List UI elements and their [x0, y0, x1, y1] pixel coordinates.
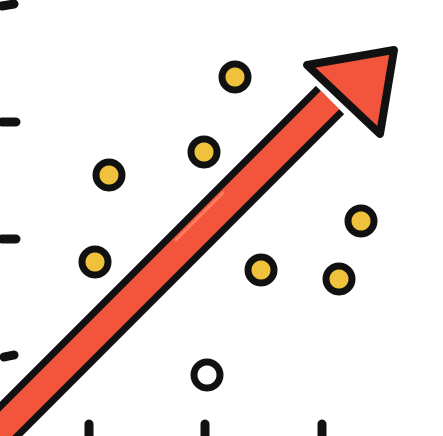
trend-arrow-icon — [0, 46, 398, 436]
scatter-dot-icon — [187, 135, 221, 169]
x-axis-ticks — [84, 419, 327, 436]
scatter-dot-icon — [190, 358, 224, 392]
scatter-dot-icon — [344, 204, 378, 238]
scatter-dot-icon — [218, 60, 252, 94]
scatter-dot-icon — [322, 262, 356, 296]
y-tick — [0, 0, 19, 11]
scatter-dots — [78, 60, 378, 392]
trend-arrow-shaft-fill — [0, 90, 340, 436]
y-tick — [0, 350, 19, 362]
scatter-dot-icon — [244, 253, 278, 287]
trend-arrow-head — [303, 46, 398, 138]
scatter-dot-icon — [78, 245, 112, 279]
trend-arrow-highlight — [174, 191, 225, 242]
y-axis-ticks — [0, 0, 21, 362]
scatter-dot-icon — [92, 158, 126, 192]
